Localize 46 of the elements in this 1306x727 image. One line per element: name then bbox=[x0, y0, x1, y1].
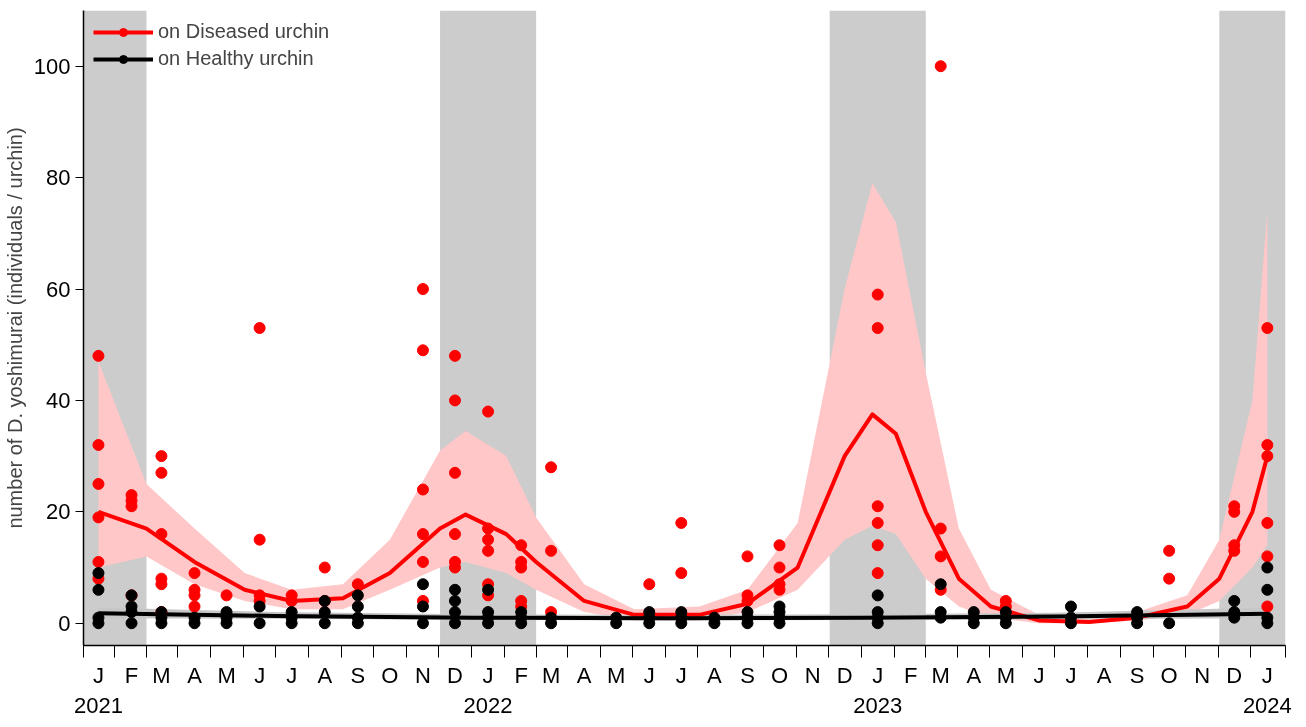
legend-label: on Healthy urchin bbox=[158, 47, 314, 70]
x-tick-label: N bbox=[804, 662, 821, 688]
x-tick-label: M bbox=[152, 662, 171, 688]
x-tick-label: A bbox=[1096, 662, 1112, 688]
x-tick-label: J 2023 bbox=[853, 662, 903, 718]
y-tick-label: 0 bbox=[58, 610, 71, 636]
x-tick-label: M bbox=[541, 662, 561, 688]
x-tick-label: O bbox=[770, 662, 789, 688]
x-tick-label: O bbox=[381, 662, 399, 688]
y-axis-title: number of D. yoshimurai (individuals / urchin) bbox=[3, 127, 26, 529]
x-tick-label: A bbox=[317, 662, 333, 688]
x-tick-label: J 2024 bbox=[1242, 662, 1292, 718]
x-tick-label: A bbox=[707, 662, 723, 688]
x-tick-label: J 2021 bbox=[73, 662, 123, 718]
x-tick-label: M bbox=[931, 662, 950, 688]
x-tick-label: J bbox=[643, 662, 655, 688]
y-tick-label: 80 bbox=[46, 165, 71, 191]
x-tick-label: A bbox=[187, 662, 203, 688]
x-tick-label: J bbox=[1033, 662, 1045, 688]
x-tick-label: S bbox=[740, 662, 755, 688]
x-tick-label: F bbox=[904, 662, 918, 688]
x-tick-label: F bbox=[514, 662, 528, 688]
x-tick-label: M bbox=[996, 662, 1015, 688]
x-tick-label: A bbox=[576, 662, 592, 688]
y-tick-label: 60 bbox=[46, 276, 71, 302]
y-tick-label: 20 bbox=[46, 499, 71, 525]
x-tick-label: N bbox=[415, 662, 431, 688]
x-tick-label: J bbox=[1065, 662, 1077, 688]
x-tick-label: J bbox=[254, 662, 266, 688]
y-tick-label: 100 bbox=[33, 53, 71, 79]
x-tick-label: D bbox=[836, 662, 853, 688]
x-tick-label: J 2022 bbox=[463, 662, 513, 718]
x-tick-label: S bbox=[1129, 662, 1145, 688]
legend-label: on Diseased urchin bbox=[158, 20, 330, 43]
x-tick-label: J bbox=[286, 662, 298, 688]
x-tick-label: F bbox=[124, 662, 139, 688]
x-tick-label: N bbox=[1194, 662, 1211, 688]
x-tick-label: J bbox=[675, 662, 687, 688]
y-tick-label: 40 bbox=[46, 387, 71, 413]
x-tick-label: A bbox=[966, 662, 982, 688]
x-tick-label: D bbox=[1226, 662, 1243, 688]
x-tick-label: S bbox=[350, 662, 366, 688]
x-tick-label: O bbox=[1160, 662, 1178, 688]
x-tick-label: D bbox=[447, 662, 463, 688]
x-tick-label: M bbox=[217, 662, 236, 688]
x-tick-label: M bbox=[607, 662, 626, 688]
